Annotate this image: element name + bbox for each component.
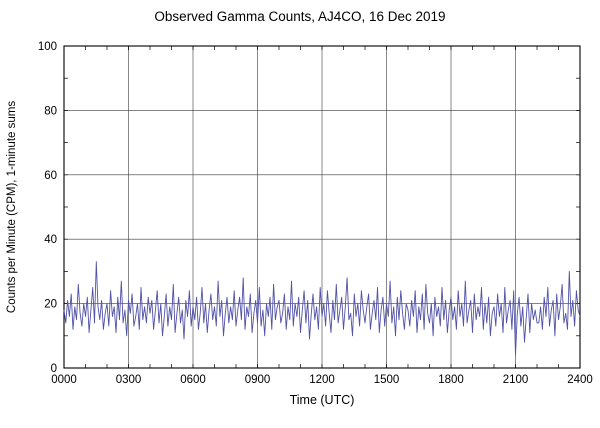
plot-frame: [63, 45, 581, 369]
x-tick-label: 0000: [51, 374, 77, 386]
x-axis-label: Time (UTC): [290, 393, 355, 407]
y-tick-label: 0: [51, 363, 57, 375]
x-tick-label: 2400: [567, 374, 593, 386]
chart-title: Observed Gamma Counts, AJ4CO, 16 Dec 201…: [154, 9, 446, 24]
y-tick-label: 20: [44, 299, 57, 311]
minor-ticks: [63, 45, 581, 369]
x-tick-label: 1500: [374, 374, 400, 386]
y-tick-label: 80: [44, 105, 57, 117]
x-tick-label: 0600: [180, 374, 206, 386]
x-tick-label: 2100: [503, 374, 529, 386]
y-tick-label: 40: [44, 234, 57, 246]
x-tick-label: 1800: [438, 374, 464, 386]
y-tick-label: 60: [44, 170, 57, 182]
y-axis-label: Counts per Minute (CPM), 1-minute sums: [6, 101, 18, 313]
x-tick-label: 1200: [309, 374, 335, 386]
x-tick-label: 0900: [245, 374, 271, 386]
tick-labels: 0000 0300 0600 0900 1200 1500 1800 2100 2400 0 20 4…: [38, 41, 593, 386]
x-tick-label: 0300: [116, 374, 142, 386]
data-line: [63, 261, 581, 356]
y-tick-label: 100: [38, 41, 57, 53]
